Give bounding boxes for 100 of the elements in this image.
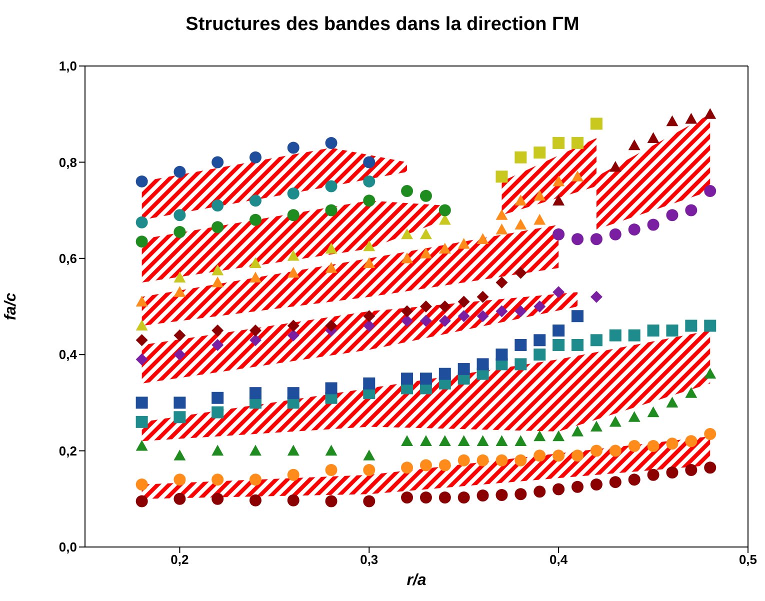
point [704, 108, 716, 119]
point [704, 368, 716, 379]
y-tick-label: 0,8 [58, 154, 77, 170]
point [534, 450, 546, 462]
point [287, 209, 300, 222]
point [552, 286, 565, 298]
point [628, 139, 640, 150]
point [609, 476, 622, 488]
point [476, 454, 489, 466]
point [420, 300, 432, 312]
point [438, 204, 451, 216]
point [363, 175, 376, 188]
point [363, 377, 376, 390]
point [174, 474, 186, 486]
point [325, 495, 338, 508]
point [666, 466, 678, 478]
point [496, 224, 508, 234]
point [212, 492, 224, 505]
point [552, 338, 565, 351]
point [363, 495, 376, 508]
point [325, 382, 338, 394]
point [249, 151, 262, 164]
point [325, 180, 338, 192]
point [212, 324, 224, 337]
point [401, 314, 414, 327]
point [476, 358, 489, 370]
point [212, 221, 224, 234]
point [136, 353, 148, 366]
x-axis-title: r/a [406, 572, 426, 589]
point [401, 305, 414, 318]
point [628, 329, 640, 342]
point [363, 464, 376, 476]
point [572, 136, 584, 149]
point [363, 240, 376, 252]
y-tick-label: 1,0 [58, 58, 77, 74]
point [136, 236, 148, 248]
point [420, 314, 432, 327]
point [363, 320, 376, 332]
point [476, 233, 489, 244]
point [420, 228, 432, 240]
point [534, 486, 546, 498]
point [496, 454, 508, 466]
point [552, 483, 565, 496]
point [136, 334, 148, 346]
point [514, 488, 527, 500]
point [572, 170, 584, 182]
point [287, 187, 300, 200]
point [287, 142, 300, 154]
point [174, 396, 186, 409]
point [552, 324, 565, 337]
point [552, 194, 565, 206]
point [534, 300, 546, 312]
point [136, 478, 148, 490]
point [609, 329, 622, 342]
point [534, 214, 546, 225]
point [534, 190, 546, 201]
point [325, 444, 338, 456]
point [685, 435, 698, 448]
point [287, 494, 300, 506]
point [514, 305, 527, 318]
point [136, 216, 148, 228]
point [212, 474, 224, 486]
point [666, 396, 678, 408]
point [685, 320, 698, 332]
point [514, 218, 527, 230]
point [212, 338, 224, 351]
point [628, 224, 640, 236]
point [174, 492, 186, 505]
point [647, 406, 660, 418]
point [572, 450, 584, 462]
point [438, 435, 451, 446]
point [685, 112, 698, 124]
point [249, 194, 262, 207]
point [174, 209, 186, 222]
point [212, 392, 224, 404]
point [666, 209, 678, 222]
point [666, 324, 678, 337]
point [401, 228, 414, 240]
point [514, 358, 527, 370]
point [458, 454, 470, 466]
point [609, 228, 622, 240]
point [609, 416, 622, 427]
point [534, 334, 546, 346]
y-tick-label: 0,2 [58, 443, 77, 458]
point [609, 444, 622, 457]
point [325, 464, 338, 476]
point [174, 226, 186, 238]
point [458, 310, 470, 322]
point [325, 262, 338, 273]
point [420, 491, 432, 504]
point [496, 435, 508, 446]
point [590, 290, 602, 303]
point [647, 468, 660, 481]
point [174, 450, 186, 460]
point [401, 372, 414, 385]
point [590, 444, 602, 457]
point [704, 320, 716, 332]
point [287, 468, 300, 481]
point [438, 459, 451, 472]
point [420, 435, 432, 446]
